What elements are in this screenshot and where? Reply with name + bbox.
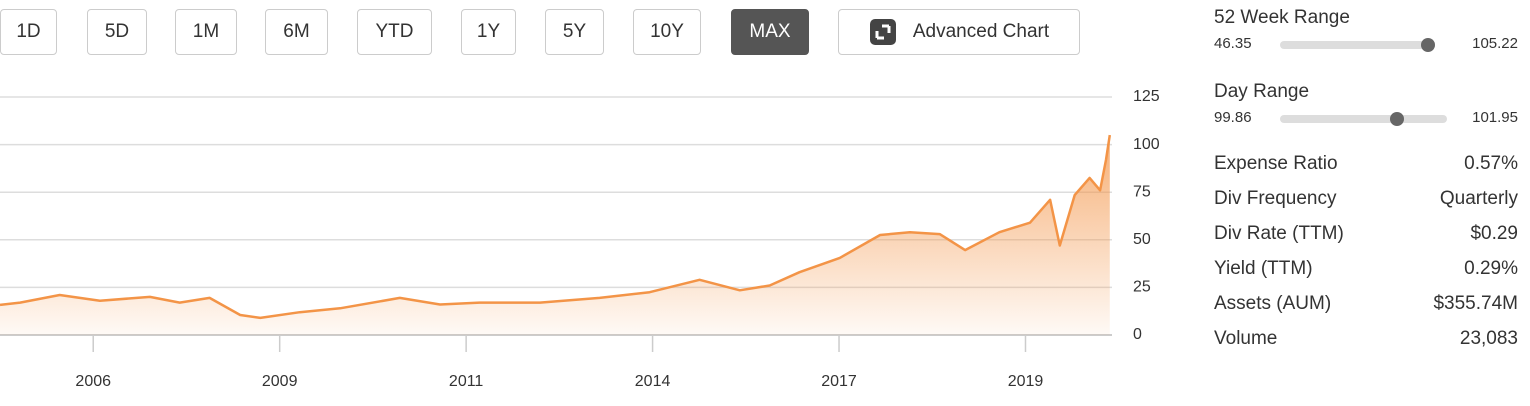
range-button[interactable]: YTD	[357, 9, 432, 55]
advanced-chart-button[interactable]: Advanced Chart	[838, 9, 1080, 55]
y-tick-label: 0	[1133, 326, 1142, 343]
stat-row: Div Rate (TTM) $0.29	[1214, 223, 1518, 245]
stat-value: $0.29	[1470, 223, 1518, 244]
range-track	[1280, 112, 1447, 126]
button-label: Advanced Chart	[912, 21, 1050, 42]
x-tick-label: 2019	[1008, 373, 1044, 390]
range-label: 52 Week Range	[1214, 7, 1350, 28]
range-high: 101.95	[1472, 109, 1518, 126]
y-tick-label: 25	[1133, 279, 1151, 296]
x-tick-label: 2017	[821, 373, 857, 390]
range-track	[1280, 38, 1435, 52]
range-button[interactable]: 1M	[175, 9, 237, 55]
range-button[interactable]: 6M	[265, 9, 328, 55]
x-tick-label: 2011	[449, 373, 484, 390]
price-line	[0, 134, 1112, 320]
stat-value: 0.57%	[1464, 153, 1518, 174]
stat-label: Volume	[1214, 328, 1278, 349]
y-tick-label: 50	[1133, 231, 1151, 248]
stat-row: Volume 23,083	[1214, 328, 1518, 350]
range-button[interactable]: MAX	[731, 9, 809, 55]
expand-icon	[869, 19, 896, 45]
stat-label: Div Frequency	[1214, 188, 1337, 209]
stats-panel: 52 Week Range 46.35 105.22 Day Range 99.…	[1214, 0, 1518, 406]
stat-value: 0.29%	[1464, 258, 1518, 279]
chart: 0 25 50 75 100 125 2006 2009 2011 2014 2017 2019	[0, 88, 1160, 390]
x-tick-label: 2006	[75, 373, 111, 390]
stat-value: 23,083	[1459, 328, 1518, 349]
stat-value: Quarterly	[1439, 188, 1518, 209]
y-tick-label: 75	[1133, 183, 1151, 200]
stat-label: Yield (TTM)	[1214, 258, 1313, 279]
y-tick-label: 125	[1133, 88, 1160, 105]
stat-row: Yield (TTM) 0.29%	[1214, 258, 1518, 280]
range-label: Day Range	[1214, 81, 1310, 102]
stat-label: Assets (AUM)	[1214, 293, 1332, 314]
range-high: 105.22	[1472, 35, 1518, 52]
range-marker	[1421, 38, 1435, 52]
stat-label: Div Rate (TTM)	[1214, 223, 1344, 244]
range-button[interactable]: 5Y	[545, 9, 604, 55]
range-low: 99.86	[1214, 109, 1252, 126]
range-button[interactable]: 1Y	[461, 9, 516, 55]
x-tick-label: 2014	[635, 373, 671, 390]
stat-row: Div Frequency Quarterly	[1214, 188, 1518, 210]
range-low: 46.35	[1214, 35, 1252, 52]
range-button[interactable]: 10Y	[633, 9, 701, 55]
stat-value: $355.74M	[1433, 293, 1518, 314]
y-tick-label: 100	[1133, 136, 1160, 153]
range-button[interactable]: 5D	[87, 9, 147, 55]
stat-row: Assets (AUM) $355.74M	[1214, 293, 1518, 315]
range-button[interactable]: 1D	[0, 9, 57, 55]
area-fill	[0, 135, 1110, 335]
stat-row: Expense Ratio 0.57%	[1214, 153, 1518, 175]
stat-label: Expense Ratio	[1214, 153, 1338, 174]
x-tick-label: 2009	[262, 373, 298, 390]
range-marker	[1390, 112, 1404, 126]
